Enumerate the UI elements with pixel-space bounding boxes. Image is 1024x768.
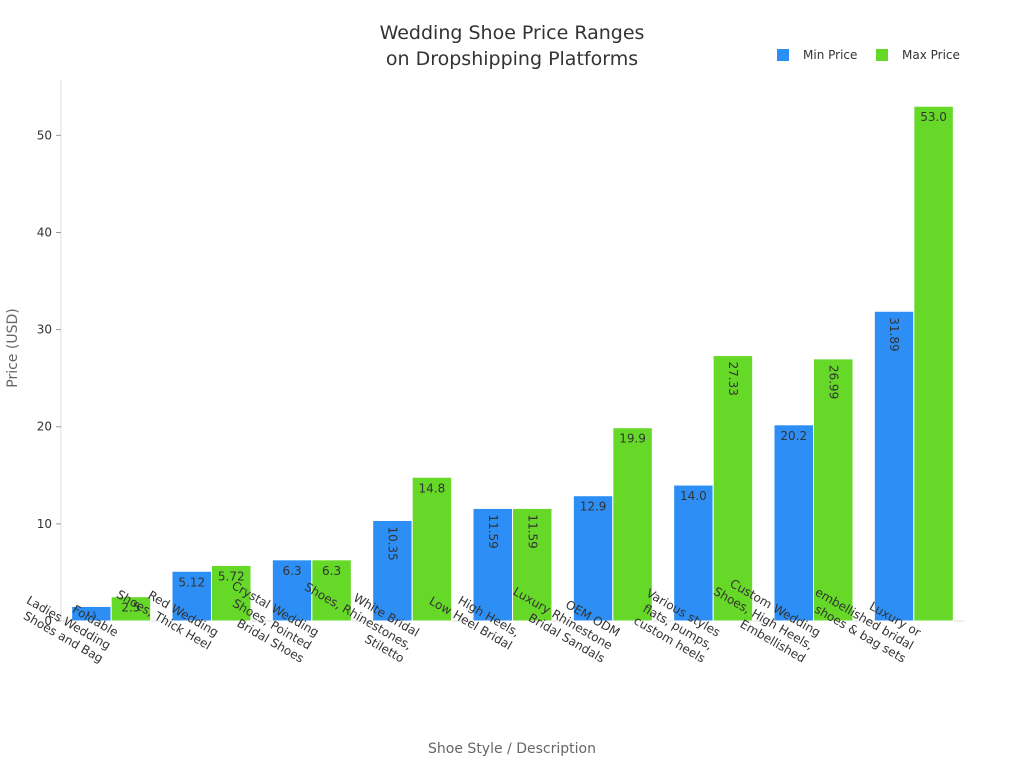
- chart-title-line-1: Wedding Shoe Price Ranges: [379, 22, 645, 44]
- data-label-min: 1.5: [87, 611, 97, 618]
- data-label-max: 19.9: [619, 432, 646, 446]
- legend-swatch-max: [876, 49, 888, 61]
- data-label-min: 12.9: [580, 500, 607, 514]
- bar-max: [110, 596, 152, 622]
- data-label-min: 31.89: [887, 317, 901, 351]
- data-label-max: 14.8: [419, 481, 446, 495]
- legend-label-max: Max Price: [902, 48, 960, 62]
- data-label-max: 27.33: [726, 362, 740, 396]
- data-label-max: 53.0: [920, 110, 947, 124]
- y-tick-label: 40: [37, 225, 52, 239]
- bar-min: [572, 495, 614, 622]
- data-label-min: 5.12: [178, 575, 205, 589]
- bar-min: [372, 519, 413, 622]
- x-axis-label: Shoe Style / Description: [428, 741, 596, 757]
- data-label-min: 20.2: [780, 429, 807, 443]
- bar-max: [612, 427, 653, 622]
- bar-max: [913, 105, 954, 622]
- legend-item-min: Min Price: [777, 47, 857, 63]
- data-label-min: 14.0: [680, 489, 707, 503]
- bar-max: [411, 476, 453, 622]
- bar-max: [311, 559, 352, 622]
- bar-max: [712, 355, 754, 622]
- y-tick-label: 0: [44, 614, 52, 628]
- legend-swatch-min: [777, 49, 789, 61]
- bar-min: [873, 310, 915, 622]
- data-label-min: 10.35: [385, 526, 399, 560]
- data-label-min: 11.59: [486, 514, 500, 548]
- y-tick-label: 10: [37, 517, 52, 531]
- bar-max: [813, 358, 854, 622]
- chart-title-line-2: on Dropshipping Platforms: [385, 48, 639, 70]
- y-tick-label: 30: [37, 323, 52, 337]
- data-label-min: 6.3: [283, 564, 302, 578]
- bar-max: [512, 507, 553, 622]
- bar-min: [673, 484, 714, 622]
- data-label-max: 6.3: [322, 564, 341, 578]
- legend-label-min: Min Price: [803, 48, 858, 62]
- y-tick-label: 50: [37, 128, 52, 142]
- bar-min: [773, 424, 814, 622]
- data-label-max: 5.72: [218, 569, 245, 583]
- bar-max: [211, 564, 252, 622]
- data-label-max: 11.59: [525, 514, 539, 548]
- data-label-max: 2.5: [121, 601, 140, 615]
- y-tick-label: 20: [37, 420, 52, 434]
- legend-item-max: Max Price: [876, 47, 960, 63]
- bar-min: [171, 570, 212, 622]
- x-tick-label: FoldableLadies WeddingShoes and Bag: [17, 580, 121, 665]
- data-label-max: 26.99: [826, 365, 840, 399]
